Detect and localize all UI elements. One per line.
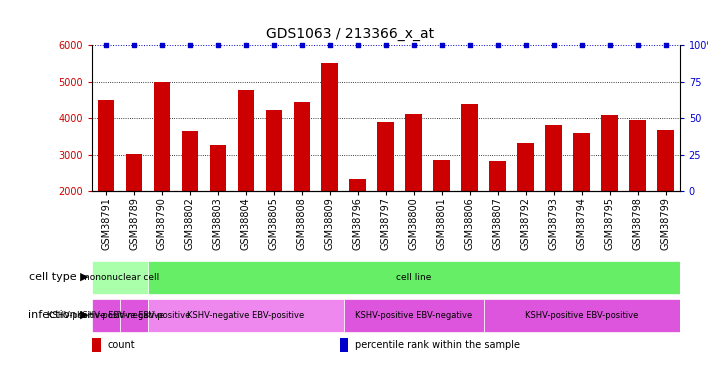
- Bar: [573, 134, 590, 264]
- Point: [632, 42, 644, 48]
- Bar: [210, 145, 227, 264]
- Point: [660, 42, 671, 48]
- Point: [409, 42, 420, 48]
- Bar: [148, 299, 344, 332]
- Bar: [377, 122, 394, 264]
- Bar: [657, 130, 674, 264]
- Bar: [154, 82, 171, 264]
- Bar: [350, 179, 366, 264]
- Point: [464, 42, 476, 48]
- Text: KSHV-negative EBV-positive: KSHV-negative EBV-positive: [188, 310, 304, 320]
- Bar: [181, 131, 198, 264]
- Point: [156, 42, 168, 48]
- Text: KSHV-positive EBV-positive: KSHV-positive EBV-positive: [77, 310, 190, 320]
- Text: cell line: cell line: [396, 273, 432, 282]
- Bar: [92, 338, 101, 352]
- Point: [492, 42, 503, 48]
- Point: [184, 42, 195, 48]
- Text: percentile rank within the sample: percentile rank within the sample: [355, 340, 520, 350]
- Bar: [321, 63, 338, 264]
- Bar: [266, 110, 282, 264]
- Text: count: count: [108, 340, 135, 350]
- Bar: [98, 100, 115, 264]
- Bar: [433, 160, 450, 264]
- Point: [604, 42, 615, 48]
- Bar: [545, 125, 562, 264]
- Text: cell type ▶: cell type ▶: [29, 273, 88, 282]
- Bar: [601, 115, 618, 264]
- Text: GDS1063 / 213366_x_at: GDS1063 / 213366_x_at: [266, 27, 435, 41]
- Bar: [629, 120, 646, 264]
- Point: [548, 42, 559, 48]
- Point: [240, 42, 251, 48]
- Point: [296, 42, 307, 48]
- Bar: [125, 154, 142, 264]
- Text: infection ▶: infection ▶: [28, 310, 88, 320]
- Bar: [238, 90, 254, 264]
- Text: KSHV-positive EBV-negative: KSHV-positive EBV-negative: [355, 310, 472, 320]
- Text: KSHV-positive EBV-negative: KSHV-positive EBV-negative: [47, 310, 165, 320]
- Bar: [92, 261, 148, 294]
- Bar: [518, 143, 534, 264]
- Point: [268, 42, 280, 48]
- Bar: [340, 338, 348, 352]
- Bar: [484, 299, 680, 332]
- Bar: [489, 161, 506, 264]
- Bar: [92, 299, 120, 332]
- Text: mononuclear cell: mononuclear cell: [81, 273, 159, 282]
- Point: [520, 42, 532, 48]
- Point: [436, 42, 447, 48]
- Point: [576, 42, 588, 48]
- Point: [212, 42, 224, 48]
- Text: KSHV-positive EBV-positive: KSHV-positive EBV-positive: [525, 310, 639, 320]
- Bar: [148, 261, 680, 294]
- Point: [352, 42, 363, 48]
- Bar: [120, 299, 148, 332]
- Point: [128, 42, 139, 48]
- Bar: [462, 104, 478, 264]
- Point: [101, 42, 112, 48]
- Bar: [344, 299, 484, 332]
- Bar: [294, 102, 310, 264]
- Point: [380, 42, 392, 48]
- Bar: [406, 114, 422, 264]
- Point: [324, 42, 336, 48]
